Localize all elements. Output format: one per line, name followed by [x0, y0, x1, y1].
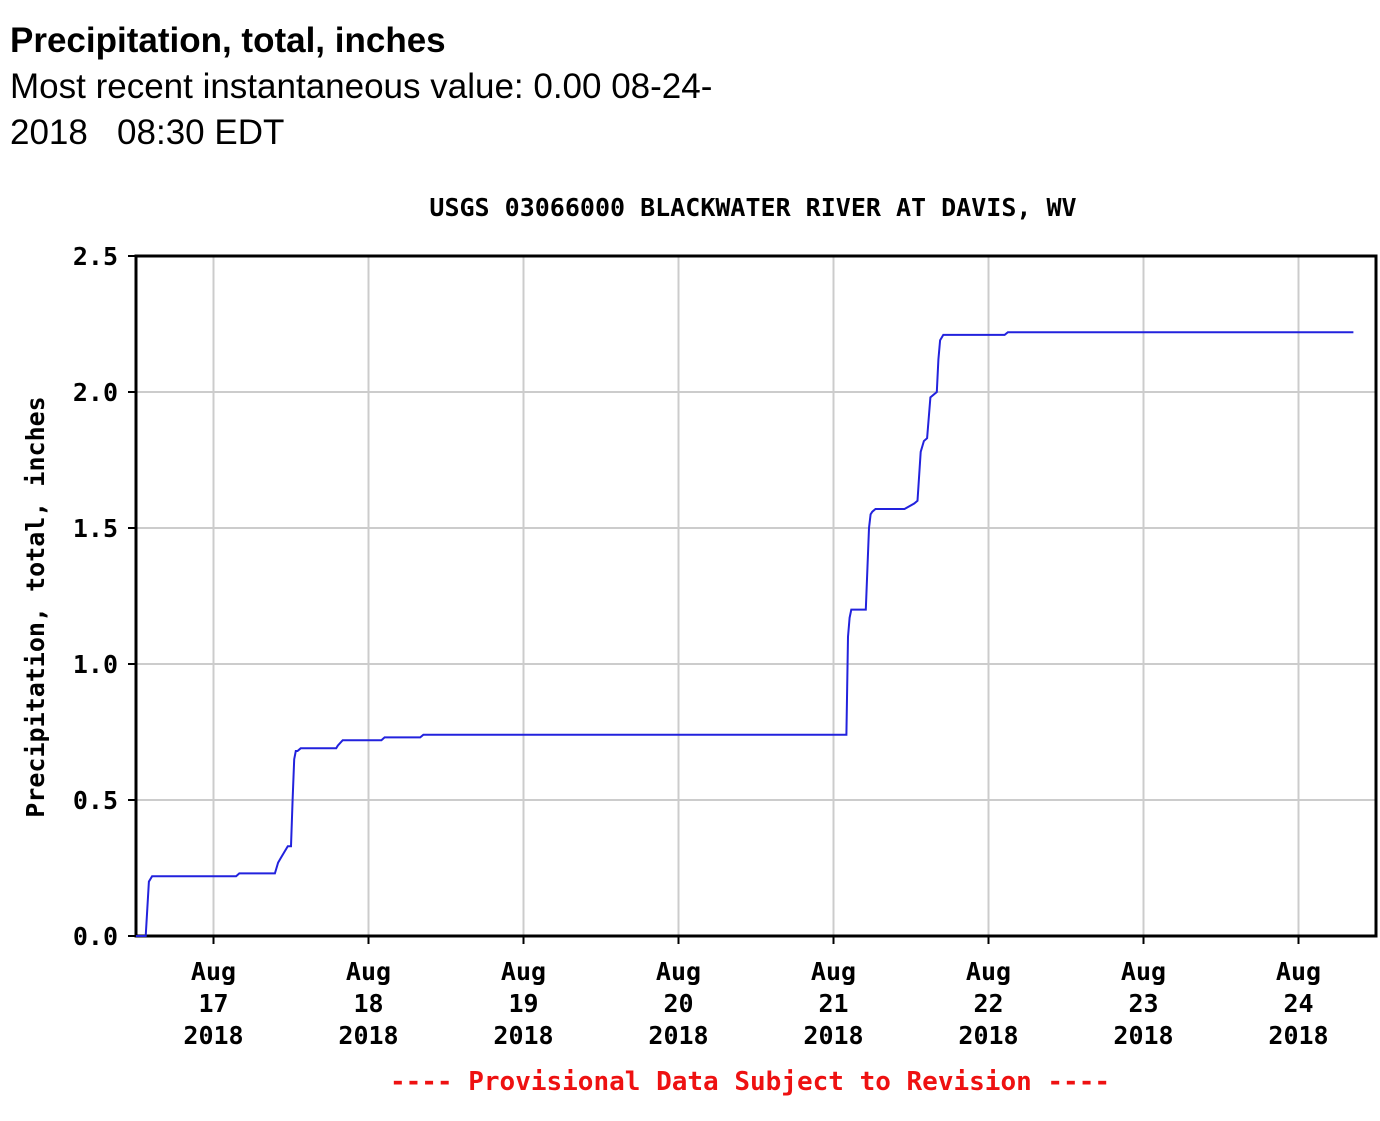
- page-header: Precipitation, total, inches Most recent…: [10, 18, 830, 156]
- x-tick-label: Aug: [811, 957, 856, 986]
- parameter-title: Precipitation, total, inches: [10, 21, 446, 60]
- x-tick-label: 2018: [648, 1021, 708, 1050]
- chart-title: USGS 03066000 BLACKWATER RIVER AT DAVIS,…: [429, 193, 1076, 222]
- x-tick-label: 2018: [1113, 1021, 1173, 1050]
- x-tick-label: Aug: [501, 957, 546, 986]
- x-tick-label: Aug: [1121, 957, 1166, 986]
- x-tick-label: 18: [353, 989, 383, 1018]
- x-tick-label: Aug: [191, 957, 236, 986]
- plot-frame: [134, 254, 1378, 938]
- x-tick-label: 21: [818, 989, 848, 1018]
- series-group: [136, 331, 1354, 937]
- x-tick-label: 17: [198, 989, 228, 1018]
- x-tick-label: 2018: [338, 1021, 398, 1050]
- provisional-data-note: ---- Provisional Data Subject to Revisio…: [390, 1067, 1110, 1097]
- x-tick-label: 2018: [1268, 1021, 1328, 1050]
- grid-lines: [136, 256, 1376, 936]
- x-axis-ticks: Aug 17 2018 Aug 18 2018 Aug 19 2018 Aug 20 2018 Aug 2…: [183, 936, 1329, 1050]
- x-tick-label: 2018: [183, 1021, 243, 1050]
- series-line-precipitation: [136, 331, 1354, 937]
- recent-value-line-2: 2018 08:30 EDT: [10, 113, 285, 152]
- x-tick-label: 19: [508, 989, 538, 1018]
- y-tick-label: 0.0: [73, 922, 118, 951]
- x-tick-label: Aug: [346, 957, 391, 986]
- x-tick-label: 24: [1283, 989, 1313, 1018]
- x-tick-label: 20: [663, 989, 693, 1018]
- y-axis-label: Precipitation, total, inches: [21, 396, 50, 817]
- x-tick-label: 2018: [493, 1021, 553, 1050]
- x-tick-label: 23: [1128, 989, 1158, 1018]
- x-tick-label: 22: [973, 989, 1003, 1018]
- y-tick-label: 2.5: [73, 242, 118, 271]
- y-axis-ticks: 0.0 0.5 1.0 1.5 2.0 2.5: [73, 242, 136, 951]
- y-tick-label: 2.0: [73, 378, 118, 407]
- x-tick-label: 2018: [958, 1021, 1018, 1050]
- y-tick-label: 1.5: [73, 514, 118, 543]
- y-tick-label: 1.0: [73, 650, 118, 679]
- recent-value-line-1: Most recent instantaneous value: 0.00 08…: [10, 67, 713, 106]
- y-tick-label: 0.5: [73, 786, 118, 815]
- x-tick-label: 2018: [803, 1021, 863, 1050]
- x-tick-label: Aug: [1276, 957, 1321, 986]
- x-tick-label: Aug: [966, 957, 1011, 986]
- x-tick-label: Aug: [656, 957, 701, 986]
